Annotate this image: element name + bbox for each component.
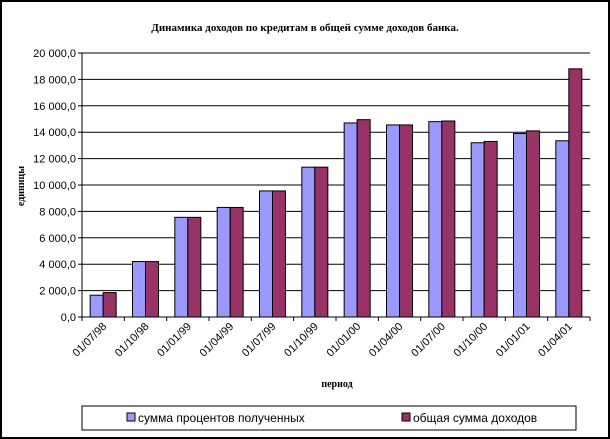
bar-series-2 [356, 119, 371, 318]
x-tick-label: 01/07/99 [240, 321, 279, 360]
x-tick-label: 01/01/01 [494, 321, 533, 360]
y-tick-label: 0,0 [61, 312, 76, 324]
bar-series-1 [174, 216, 189, 318]
bar-series-2 [187, 216, 202, 318]
bar-series-2 [441, 120, 456, 318]
x-tick-label: 01/04/01 [536, 321, 575, 360]
bar-series-1 [259, 190, 273, 318]
bars [89, 68, 583, 318]
y-tick-label: 2 000,0 [39, 286, 76, 298]
bar-series-1 [428, 121, 443, 318]
x-tick-label: 01/01/00 [325, 321, 364, 360]
bar-series-2 [399, 124, 413, 318]
bar-series-2 [314, 166, 329, 318]
y-tick-label: 12 000,0 [33, 154, 76, 166]
gridlines [78, 52, 590, 318]
bar-series-2 [145, 261, 159, 318]
x-tick-label: 01/01/99 [155, 321, 194, 360]
bar-series-1 [343, 122, 358, 318]
y-tick-label: 16 000,0 [33, 101, 76, 113]
bar-series-2 [102, 292, 117, 318]
y-axis-label: единицы [16, 166, 27, 206]
legend-swatch-series-1 [126, 412, 136, 422]
bar-series-1 [513, 133, 527, 318]
bar-series-1 [216, 206, 231, 318]
legend: сумма процентов полученных общая сумма д… [81, 405, 577, 431]
bar-series-2 [526, 130, 540, 318]
x-tick-label: 01/10/98 [113, 321, 152, 360]
legend-swatch-series-2 [401, 412, 411, 422]
y-tick-labels: 0,0 2 000,0 4 000,0 6 000,0 8 000,0 10 000,0 1… [33, 48, 76, 324]
legend-box [81, 405, 577, 431]
y-tick-label: 20 000,0 [33, 48, 76, 60]
y-tick-label: 18 000,0 [33, 74, 76, 86]
y-tick-label: 6 000,0 [39, 233, 76, 245]
x-tick-label: 01/04/00 [367, 321, 406, 360]
bar-series-1 [470, 142, 485, 318]
bar-series-1 [301, 166, 316, 318]
y-tick-label: 8 000,0 [39, 206, 76, 218]
x-tick-label: 01/07/98 [71, 321, 110, 360]
bar-series-1 [386, 124, 400, 318]
axes [81, 53, 591, 321]
x-tick-labels: 01/07/98 01/10/98 01/01/99 01/04/99 01/07/99… [71, 321, 575, 360]
bar-series-1 [132, 261, 146, 318]
bar-series-2 [568, 68, 583, 318]
y-tick-label: 10 000,0 [33, 180, 76, 192]
chart-title: Динамика доходов по кредитам в общей сум… [151, 22, 459, 34]
legend-label-series-2: общая сумма доходов [413, 411, 537, 425]
x-axis-label: период [321, 379, 352, 390]
legend-label-series-1: сумма процентов полученных [138, 411, 305, 425]
x-tick-label: 01/04/99 [198, 321, 237, 360]
bar-series-2 [229, 206, 244, 318]
y-tick-label: 14 000,0 [33, 127, 76, 139]
bar-series-2 [483, 140, 498, 318]
bar-series-2 [272, 190, 286, 318]
bar-series-1 [89, 294, 104, 318]
x-tick-label: 01/10/00 [452, 321, 491, 360]
bar-series-1 [555, 140, 570, 318]
y-tick-label: 4 000,0 [39, 259, 76, 271]
x-tick-label: 01/10/99 [282, 321, 321, 360]
x-tick-label: 01/07/00 [409, 321, 448, 360]
